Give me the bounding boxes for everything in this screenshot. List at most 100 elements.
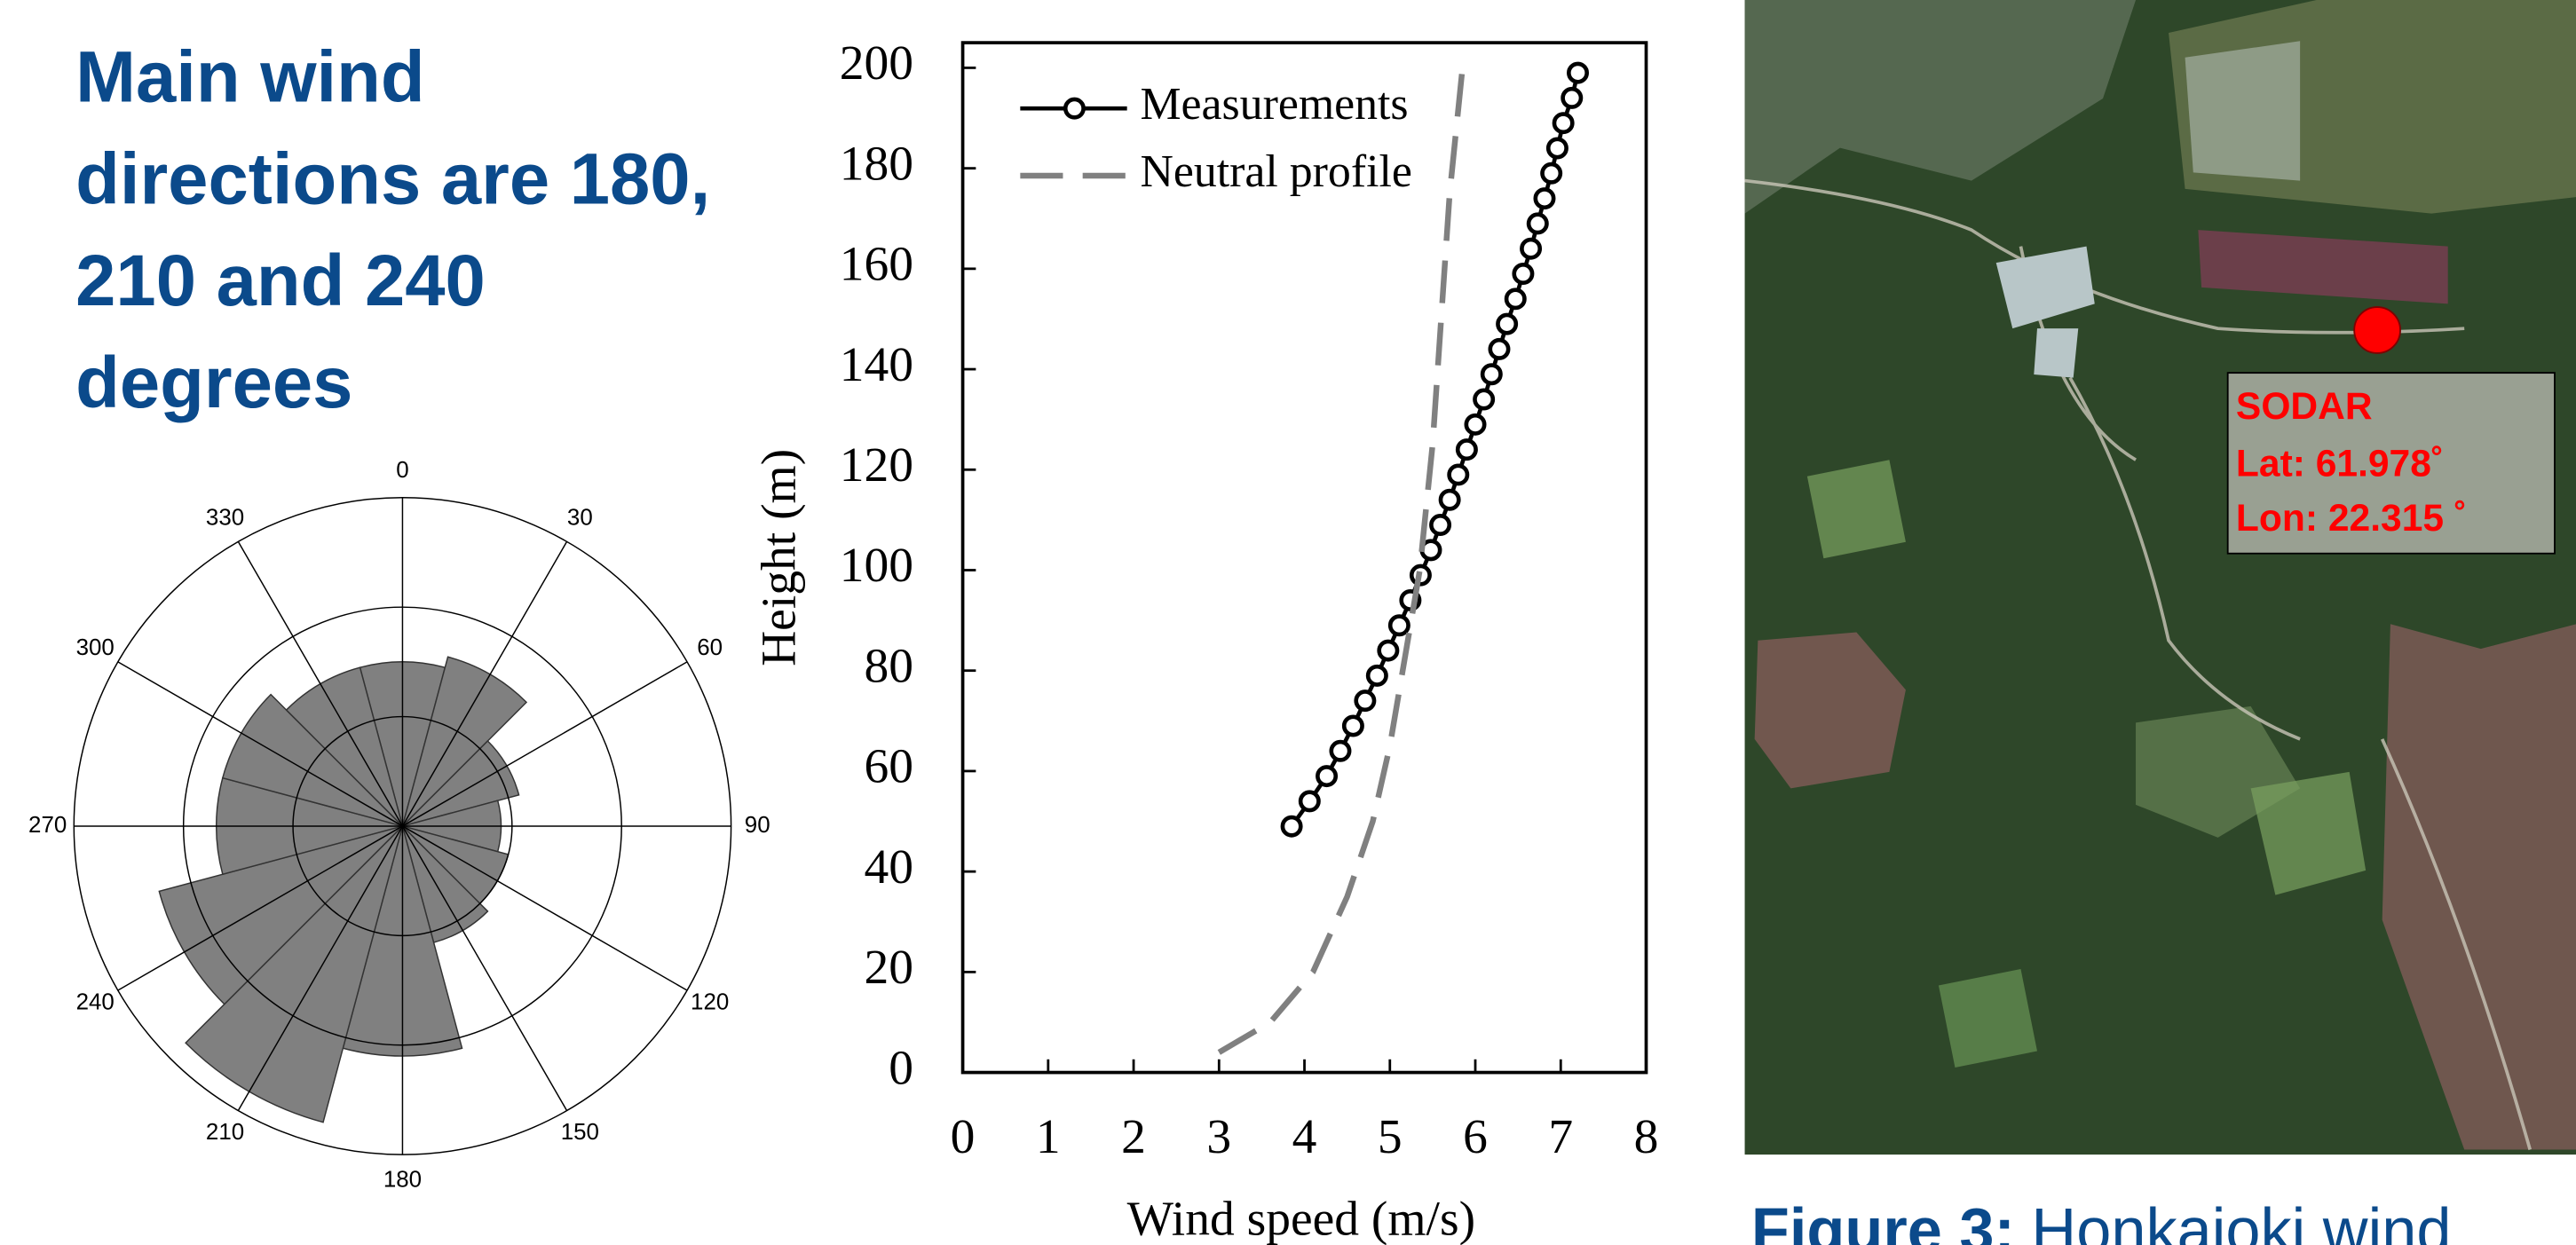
angle-label: 300 [76, 635, 115, 660]
data-point [1520, 237, 1543, 260]
peat-field [2198, 230, 2448, 304]
data-point [1429, 514, 1452, 537]
heading-line: directions are 180, [75, 138, 710, 219]
x-tick-label: 7 [1548, 1110, 1573, 1164]
angle-label: 240 [76, 990, 115, 1015]
grid-spoke [117, 825, 403, 991]
data-point [1567, 61, 1590, 84]
data-point [1341, 714, 1364, 737]
angle-label: 180 [383, 1168, 422, 1193]
grid-spoke [117, 661, 403, 827]
y-tick-label: 180 [840, 137, 913, 191]
data-point [1533, 187, 1556, 210]
legend-label: Neutral profile [1140, 146, 1411, 197]
peat-field [2382, 624, 2576, 1150]
data-point [1496, 312, 1519, 335]
y-tick-label: 140 [840, 338, 913, 392]
data-point [1504, 288, 1527, 311]
data-point [1377, 639, 1400, 662]
caption-label: Figure 3: [1751, 1194, 2015, 1245]
map-label-line: Lat: 61.978˚ [2236, 443, 2444, 485]
angle-label: 90 [745, 813, 770, 838]
y-axis-label: Height (m) [753, 449, 807, 666]
village [1744, 0, 2137, 214]
x-tick-label: 2 [1121, 1110, 1146, 1164]
angle-label: 120 [691, 990, 729, 1015]
map-label-box [2226, 372, 2556, 555]
data-point [1354, 689, 1377, 713]
data-point [1455, 438, 1478, 461]
angle-label: 150 [561, 1120, 599, 1145]
angle-label: 210 [206, 1120, 244, 1145]
series-line [1217, 67, 1466, 1055]
grid-spoke [402, 825, 688, 991]
building [1995, 246, 2095, 378]
heading-line: degrees [75, 343, 352, 423]
legend-label: Measurements [1140, 79, 1408, 130]
y-tick-label: 100 [840, 539, 913, 593]
grid-spoke [401, 825, 568, 1111]
field [1938, 968, 2037, 1068]
x-axis-label: Wind speed (m/s) [1127, 1193, 1475, 1245]
data-point [1464, 413, 1487, 436]
y-tick-label: 40 [865, 840, 914, 894]
data-point [1365, 664, 1388, 687]
poster-content: Main wind directions are 180, 210 and 24… [28, 0, 2576, 1245]
map-label: SODAR Lat: 61.978˚ Lon: 22.315 ˚ [2236, 385, 2467, 540]
caption: Figure 3: Honkajoki wind [1751, 1194, 2451, 1245]
data-point [1488, 337, 1511, 360]
data-point [1526, 212, 1549, 235]
angle-label: 330 [206, 506, 244, 531]
data-point [1329, 739, 1352, 762]
data-point [1473, 388, 1496, 411]
sodar-marker [2353, 306, 2401, 354]
y-tick-label: 200 [840, 36, 913, 91]
data-point [1447, 463, 1470, 486]
angle-label: 0 [396, 458, 408, 483]
x-tick-label: 8 [1634, 1110, 1659, 1164]
peat-field [1754, 632, 1906, 789]
grid-spoke [237, 541, 404, 827]
data-point [1316, 765, 1339, 788]
y-tick-label: 0 [889, 1041, 913, 1095]
x-tick-label: 3 [1206, 1110, 1231, 1164]
data-point [1280, 815, 1303, 838]
x-tick-label: 5 [1378, 1110, 1403, 1164]
field [2250, 771, 2367, 895]
heading: Main wind directions are 180, 210 and 24… [75, 37, 710, 423]
heading-line: Main wind [75, 37, 425, 118]
y-tick-label: 20 [865, 941, 914, 995]
data-point [1512, 263, 1535, 286]
angle-label: 30 [567, 506, 593, 531]
x-tick-label: 1 [1036, 1110, 1061, 1164]
grid-spoke [401, 541, 568, 827]
y-tick-label: 120 [840, 438, 913, 492]
data-point [1438, 488, 1461, 511]
map-label-line: Lon: 22.315 ˚ [2236, 497, 2467, 540]
angle-label: 60 [697, 635, 723, 660]
data-point [1387, 614, 1410, 637]
y-tick-label: 160 [840, 238, 913, 292]
y-tick-label: 60 [865, 740, 914, 794]
data-point [1540, 162, 1563, 185]
angle-label: 270 [28, 813, 67, 838]
satellite-map: SODAR Lat: 61.978˚ Lon: 22.315 ˚ [1744, 0, 2576, 1155]
x-tick-label: 0 [951, 1110, 976, 1164]
legend-marker [1063, 97, 1086, 120]
data-point [1561, 86, 1584, 109]
data-point [1545, 137, 1569, 160]
caption-text: Honkajoki wind [2031, 1194, 2451, 1245]
grid-spoke [402, 661, 688, 827]
field [2185, 41, 2301, 181]
data-point [1298, 790, 1321, 813]
data-point [1480, 363, 1503, 386]
x-tick-label: 4 [1292, 1110, 1317, 1164]
heading-line: 210 and 240 [75, 240, 486, 321]
y-tick-label: 80 [865, 639, 914, 693]
grid-spoke [237, 825, 404, 1111]
field [1806, 460, 1906, 559]
map-label-line: SODAR [2236, 385, 2373, 428]
data-point [1552, 112, 1575, 135]
